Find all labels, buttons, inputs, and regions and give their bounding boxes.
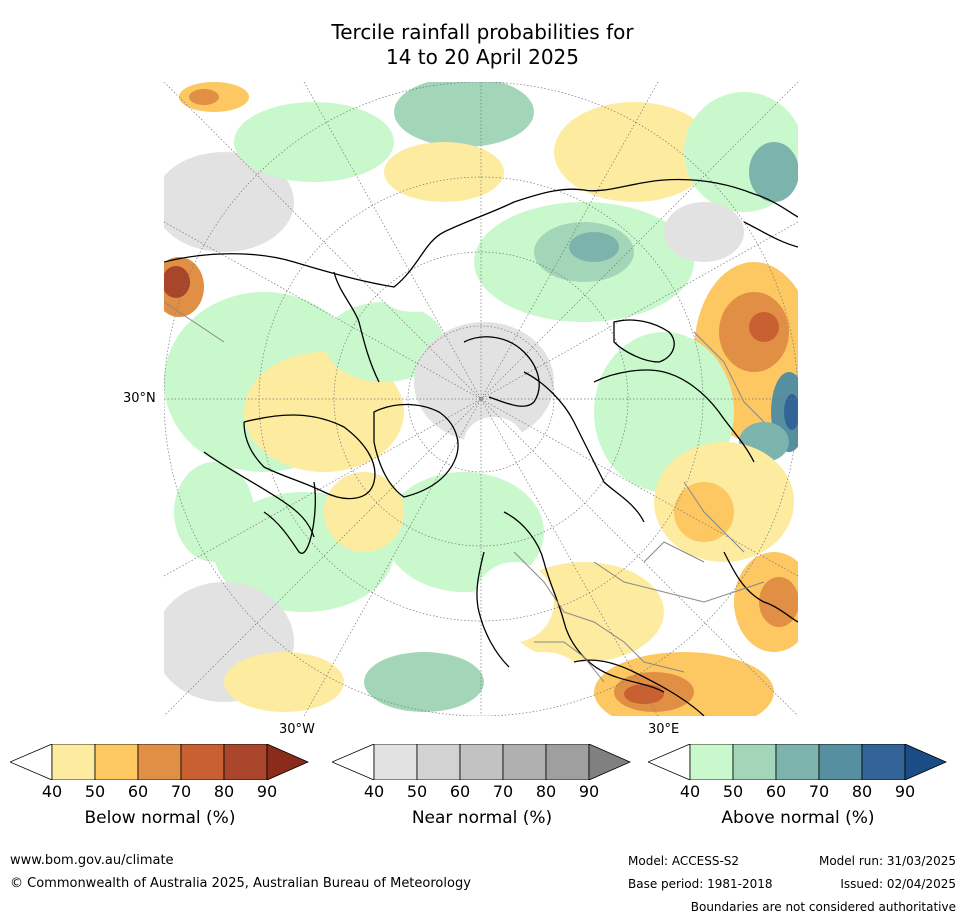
map-svg	[164, 82, 798, 716]
colorbar-segment	[775, 743, 820, 781]
tick-label: 50	[722, 782, 744, 801]
colorbar-segment	[373, 743, 418, 781]
colorbar-segment	[689, 743, 734, 781]
colorbar-segment	[502, 743, 547, 781]
longitude-label-30e: 30°E	[648, 722, 680, 737]
copyright-text: © Commonwealth of Australia 2025, Austra…	[10, 876, 471, 891]
colorbar-near-normal	[330, 743, 632, 781]
tick-label: 60	[765, 782, 787, 801]
colorbar-above-extend	[904, 743, 947, 781]
title-line-2: 14 to 20 April 2025	[385, 45, 580, 69]
tick-label: 70	[492, 782, 514, 801]
tick-label: 40	[41, 782, 63, 801]
tick-label: 50	[84, 782, 106, 801]
tick-label: 40	[363, 782, 385, 801]
colorbar-segment	[223, 743, 268, 781]
tick-label: 90	[578, 782, 600, 801]
tick-label: 80	[851, 782, 873, 801]
colorbar-above-normal	[646, 743, 948, 781]
base-period: Base period: 1981-2018	[628, 877, 773, 891]
borders	[164, 301, 765, 683]
tick-label: 70	[170, 782, 192, 801]
longitude-label-30w: 30°W	[279, 722, 315, 737]
tick-label: 80	[213, 782, 235, 801]
tick-label: 80	[535, 782, 557, 801]
model-name: Model: ACCESS-S2	[628, 854, 740, 868]
latitude-label-30n: 30°N	[123, 391, 156, 406]
colorbar-below-label: Below normal (%)	[84, 808, 236, 828]
colorbar-segment	[732, 743, 777, 781]
colorbar-segment	[861, 743, 906, 781]
colorbar-near-extend	[588, 743, 631, 781]
colorbar-segment	[180, 743, 225, 781]
colorbar-near-label: Near normal (%)	[411, 808, 553, 828]
colorbar-segment	[545, 743, 590, 781]
colorbar-above-label: Above normal (%)	[721, 808, 875, 828]
tick-label: 40	[679, 782, 701, 801]
coastlines	[164, 178, 798, 716]
colorbar-segment	[137, 743, 182, 781]
chart-title: Tercile rainfall probabilities for 14 to…	[0, 20, 965, 70]
colorbar-segment	[416, 743, 461, 781]
website-link[interactable]: www.bom.gov.au/climate	[10, 853, 174, 868]
tick-label: 50	[406, 782, 428, 801]
model-run: Model run: 31/03/2025	[818, 854, 956, 868]
title-line-1: Tercile rainfall probabilities for	[331, 20, 634, 44]
colorbar-segment	[51, 743, 96, 781]
tick-label: 60	[449, 782, 471, 801]
colorbar-segment	[459, 743, 504, 781]
issued-date: Issued: 02/04/2025	[840, 877, 956, 891]
colorbar-below-extend	[266, 743, 309, 781]
tick-label: 70	[808, 782, 830, 801]
tick-label: 90	[894, 782, 916, 801]
graticule	[164, 82, 798, 716]
polar-map[interactable]	[164, 82, 798, 716]
colorbar-below-normal	[8, 743, 310, 781]
colorbar-segment	[94, 743, 139, 781]
tick-label: 90	[256, 782, 278, 801]
boundary-disclaimer: Boundaries are not considered authoritat…	[690, 900, 956, 914]
tick-label: 60	[127, 782, 149, 801]
colorbar-segment	[818, 743, 863, 781]
